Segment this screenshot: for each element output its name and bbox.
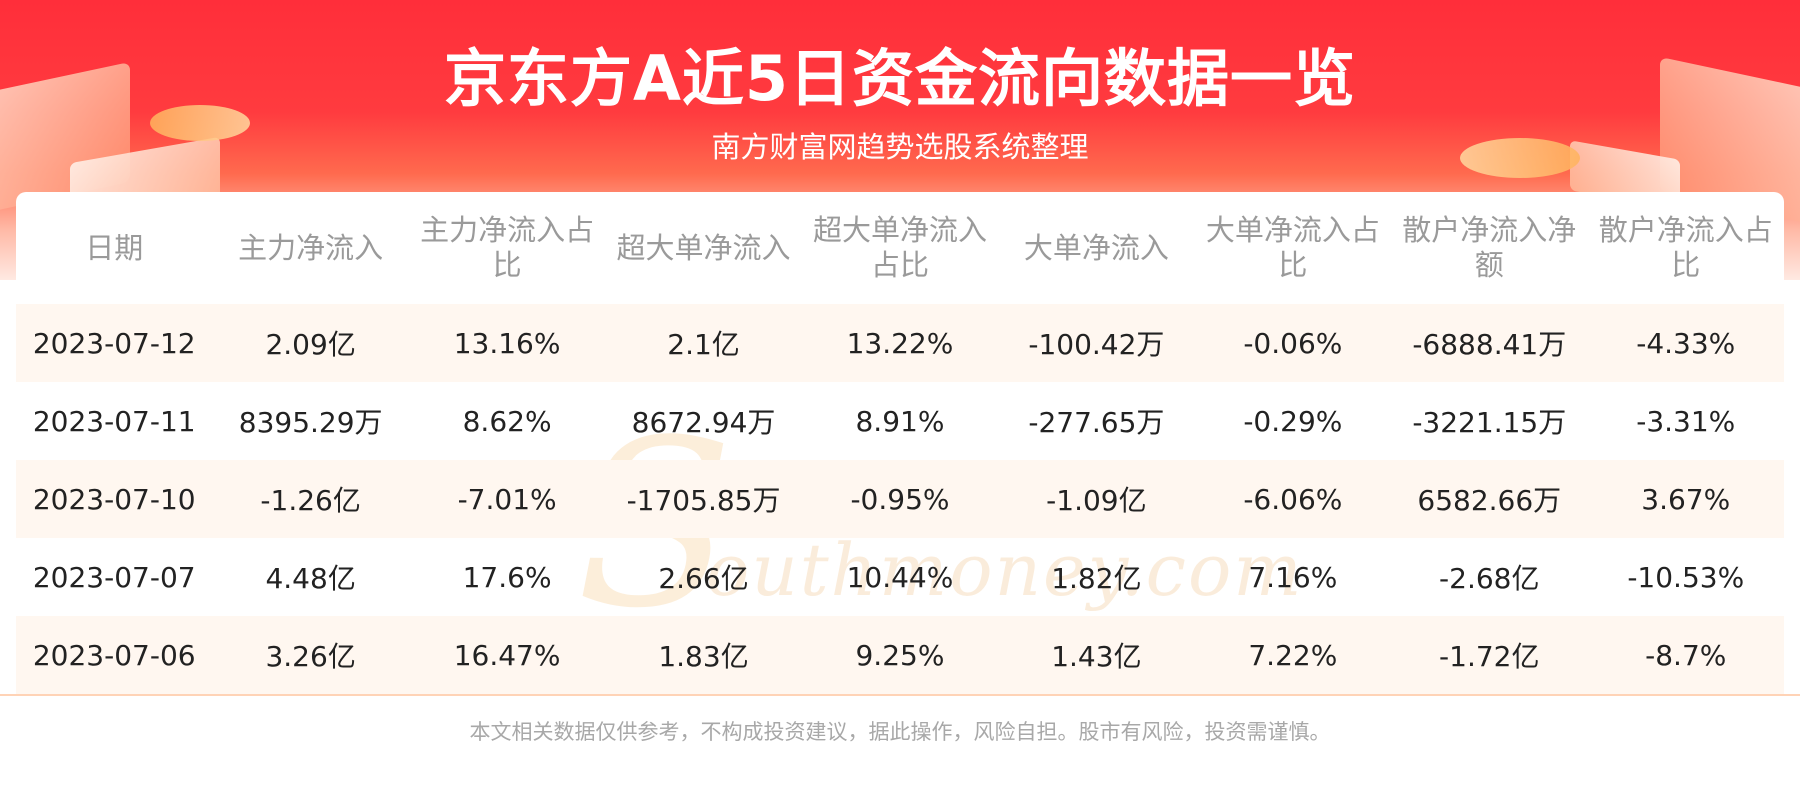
table-row: 2023-07-10 -1.26亿 -7.01% -1705.85万 -0.95…	[16, 460, 1784, 538]
column-header-large-net-inflow-ratio: 大单净流入占比	[1205, 213, 1380, 282]
cell-super-large-net-inflow: -1705.85万	[605, 460, 802, 538]
cell-retail-net-inflow-ratio: -4.33%	[1587, 304, 1784, 382]
cell-super-large-net-inflow-ratio: 10.44%	[846, 560, 954, 594]
table-row: 2023-07-12 2.09亿 13.16% 2.1亿 13.22% -100…	[16, 304, 1784, 382]
cell-large-net-inflow: -277.65万	[1028, 406, 1165, 439]
fund-flow-table: 日期 主力净流入 主力净流入占比 超大单净流入 超大单净流入占比 大单净流入 大…	[16, 192, 1784, 694]
cell-main-net-inflow: 4.48亿	[265, 562, 356, 595]
cell-super-large-net-inflow-ratio: -0.95%	[801, 460, 999, 538]
cell-retail-net-inflow: -2.68亿	[1439, 562, 1540, 595]
decorative-coin-left	[150, 105, 250, 141]
cell-super-large-net-inflow: 1.83亿	[605, 616, 802, 694]
column-header-super-large-net-inflow: 超大单净流入	[616, 230, 791, 265]
page-subtitle: 南方财富网趋势选股系统整理	[711, 130, 1089, 164]
cell-main-net-inflow-ratio: 13.16%	[408, 304, 606, 382]
cell-super-large-net-inflow-ratio: 13.22%	[801, 304, 999, 382]
column-header-large-net-inflow: 大单净流入	[1023, 230, 1169, 265]
cell-retail-net-inflow: -6888.41万	[1391, 304, 1588, 382]
cell-large-net-inflow: -100.42万	[998, 304, 1195, 382]
cell-large-net-inflow-ratio: -0.06%	[1194, 304, 1392, 382]
footer-disclaimer: 本文相关数据仅供参考，不构成投资建议，据此操作，风险自担。股市有风险，投资需谨慎…	[469, 720, 1331, 744]
cell-main-net-inflow-ratio: -7.01%	[408, 460, 606, 538]
column-header-main-net-inflow: 主力净流入	[238, 230, 384, 265]
cell-retail-net-inflow: -1.72亿	[1391, 616, 1588, 694]
column-header-retail-net-inflow: 散户净流入净额	[1402, 213, 1577, 282]
column-header-super-large-net-inflow-ratio: 超大单净流入占比	[812, 213, 987, 282]
cell-super-large-net-inflow-ratio: 8.91%	[855, 404, 945, 438]
cell-retail-net-inflow-ratio: -10.53%	[1627, 560, 1745, 594]
table-row: 2023-07-06 3.26亿 16.47% 1.83亿 9.25% 1.43…	[16, 616, 1784, 694]
cell-retail-net-inflow: 6582.66万	[1391, 460, 1588, 538]
cell-date: 2023-07-11	[32, 404, 196, 438]
cell-date: 2023-07-07	[32, 560, 196, 594]
cell-date: 2023-07-10	[16, 460, 213, 538]
cell-date: 2023-07-06	[16, 616, 213, 694]
cell-date: 2023-07-12	[16, 304, 213, 382]
cell-main-net-inflow: 2.09亿	[212, 304, 409, 382]
cell-large-net-inflow-ratio: 7.16%	[1248, 560, 1338, 594]
cell-large-net-inflow-ratio: -6.06%	[1194, 460, 1392, 538]
cell-large-net-inflow-ratio: -0.29%	[1243, 404, 1343, 438]
cell-retail-net-inflow-ratio: -3.31%	[1636, 404, 1736, 438]
cell-retail-net-inflow-ratio: 3.67%	[1587, 460, 1784, 538]
cell-super-large-net-inflow: 2.1亿	[605, 304, 802, 382]
table-header-row: 日期 主力净流入 主力净流入占比 超大单净流入 超大单净流入占比 大单净流入 大…	[16, 192, 1784, 304]
cell-retail-net-inflow: -3221.15万	[1412, 406, 1567, 439]
column-header-main-net-inflow-ratio: 主力净流入占比	[420, 213, 595, 282]
cell-retail-net-inflow-ratio: -8.7%	[1587, 616, 1784, 694]
cell-main-net-inflow: -1.26亿	[212, 460, 409, 538]
table-row: 2023-07-07 4.48亿 17.6% 2.66亿 10.44% 1.82…	[16, 538, 1784, 616]
cell-large-net-inflow: 1.43亿	[998, 616, 1195, 694]
page-title: 京东方A近5日资金流向数据一览	[443, 42, 1357, 115]
footer-divider	[0, 694, 1800, 696]
cell-large-net-inflow-ratio: 7.22%	[1194, 616, 1392, 694]
cell-main-net-inflow: 8395.29万	[238, 406, 383, 439]
column-header-date: 日期	[85, 230, 144, 265]
cell-large-net-inflow: 1.82亿	[1051, 562, 1142, 595]
table-row: 2023-07-11 8395.29万 8.62% 8672.94万 8.91%…	[16, 382, 1784, 460]
cell-main-net-inflow: 3.26亿	[212, 616, 409, 694]
cell-main-net-inflow-ratio: 8.62%	[462, 404, 552, 438]
decorative-coin-right	[1460, 138, 1580, 178]
column-header-retail-net-inflow-ratio: 散户净流入占比	[1598, 213, 1773, 282]
cell-large-net-inflow: -1.09亿	[998, 460, 1195, 538]
cell-main-net-inflow-ratio: 17.6%	[462, 560, 552, 594]
cell-super-large-net-inflow: 2.66亿	[658, 562, 749, 595]
data-card: S 南方财富网 outhmoney.com 日期 主力净流入 主力净流入占比 超…	[16, 192, 1784, 696]
cell-super-large-net-inflow: 8672.94万	[631, 406, 776, 439]
cell-main-net-inflow-ratio: 16.47%	[408, 616, 606, 694]
cell-super-large-net-inflow-ratio: 9.25%	[801, 616, 999, 694]
